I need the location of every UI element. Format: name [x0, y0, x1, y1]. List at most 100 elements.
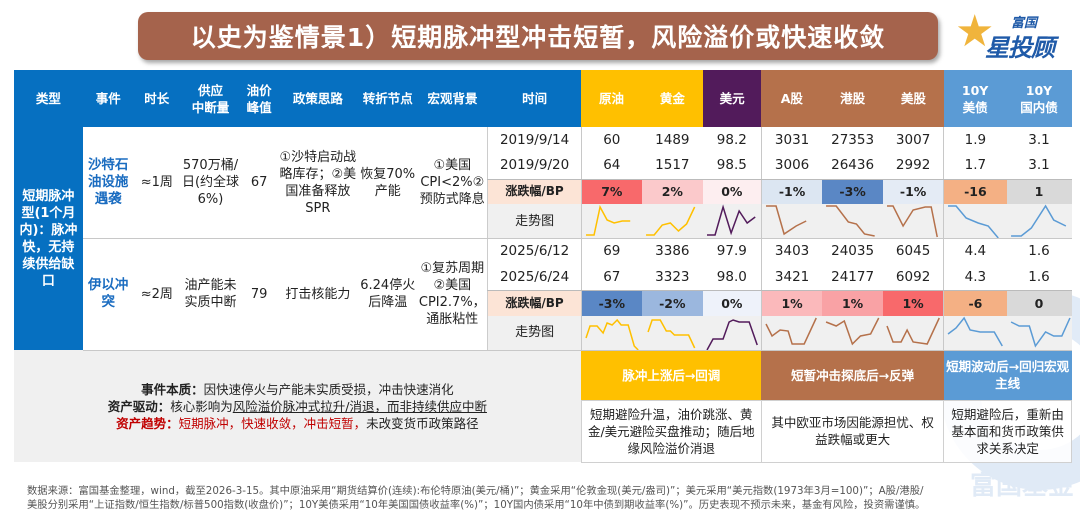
- change-gold: 2%: [641, 179, 703, 204]
- change-label: 涨跌幅/BP: [487, 179, 582, 204]
- conclusion-body-equity: 其中欧亚市场因能源担忧、权益跌幅或更大: [760, 399, 945, 463]
- value-cn-10y: 1.6: [1006, 264, 1072, 291]
- sparkline-gold: [641, 315, 703, 351]
- event-duration: ≈2周: [133, 238, 181, 351]
- change-usd: 0%: [702, 290, 762, 316]
- value-cn-10y: 3.1: [1006, 153, 1072, 180]
- event-duration: ≈1周: [133, 127, 181, 239]
- change-cn-10y: 1: [1006, 179, 1072, 204]
- trend-row: 走势图: [14, 315, 1072, 351]
- col-header-turning-point: 转折节点: [358, 70, 418, 127]
- change-row: 涨跌幅/BP -3% -2% 0% 1% 1% 1% -6 0: [14, 290, 1072, 316]
- value-usd: 98.5: [702, 153, 762, 180]
- col-header-type: 类型: [14, 70, 83, 127]
- conclusion-head-row: 事件本质：因快速停火与产能未实质受损，冲击快速消化 资产驱动：核心影响为风险溢价…: [14, 350, 1072, 462]
- date-cell: 2025/6/24: [487, 264, 582, 291]
- value-crude: 60: [580, 127, 642, 153]
- value-us-10y: 1.7: [943, 153, 1007, 180]
- change-label: 涨跌幅/BP: [487, 290, 582, 316]
- change-usd: 0%: [702, 179, 762, 204]
- sparkline-hk-share: [822, 204, 883, 239]
- summary-block: 事件本质：因快速停火与产能未实质受损，冲击快速消化 资产驱动：核心影响为风险溢价…: [14, 350, 582, 462]
- value-hk-share: 24177: [822, 264, 883, 291]
- col-header-a-share: A股: [761, 70, 823, 127]
- summary-trend: 资产趋势：短期脉冲，快速收敛，冲击短暂，未改变货币政策路径: [22, 415, 573, 432]
- event-name: 沙特石油设施遇袭: [82, 127, 134, 239]
- table-row: 2025/6/24 67 3323 98.0 3421 24177 6092 4…: [14, 264, 1072, 291]
- sparkline-crude: [580, 204, 642, 239]
- table-row: 2019/9/20 64 1517 98.5 3006 26436 2992 1…: [14, 153, 1072, 180]
- event-turning-point: 6.24停火后降温: [358, 238, 418, 351]
- col-header-policy: 政策思路: [277, 70, 359, 127]
- change-crude: 7%: [580, 179, 642, 204]
- trend-label: 走势图: [487, 315, 582, 351]
- sparkline-us-share: [882, 204, 944, 239]
- source-footnote: 数据来源：富国基金整理，wind，截至2026-3-15。其中原油采用“期货结算…: [27, 484, 1067, 512]
- value-a-share: 3403: [760, 238, 823, 265]
- sparkline-a-share: [760, 315, 823, 351]
- col-header-oil-peak: 油价 峰值: [240, 70, 278, 127]
- change-crude: -3%: [580, 290, 642, 316]
- col-header-cn-10y-label: 10Y 国内债: [1020, 82, 1058, 115]
- value-hk-share: 24035: [822, 238, 883, 265]
- conclusion-head-commodity: 脉冲上涨后→回调: [581, 350, 762, 400]
- sparkline-us-10y: [943, 204, 1007, 239]
- event-supply-cut: 570万桶/日(约全球6%): [180, 127, 241, 239]
- conclusion-body-row: 短期避险升温，油价跳涨、黄金/美元避险买盘推动；随后地缘风险溢价消退 其中欧亚市…: [14, 399, 1072, 463]
- conclusion-body-bond: 短期避险后，重新由基本面和货币政策供求关系决定: [943, 399, 1072, 463]
- value-crude: 64: [580, 153, 642, 180]
- change-hk-share: -3%: [822, 179, 883, 204]
- value-hk-share: 26436: [822, 153, 883, 180]
- sparkline-gold: [641, 204, 703, 239]
- trend-label: 走势图: [487, 204, 582, 239]
- conclusion-head-bond: 短期波动后→回归宏观主线: [943, 350, 1072, 400]
- trend-row: 走势图: [14, 204, 1072, 239]
- value-cn-10y: 3.1: [1006, 127, 1072, 153]
- col-header-gold: 黄金: [641, 70, 703, 127]
- event-macro: ①美国CPI<2%②预防式降息: [417, 127, 488, 239]
- change-cn-10y: 0: [1006, 290, 1072, 316]
- driver-prefix: 核心影响为: [170, 398, 233, 414]
- sparkline-crude: [580, 315, 642, 351]
- value-a-share: 3006: [760, 153, 823, 180]
- change-gold: -2%: [641, 290, 703, 316]
- value-gold: 1517: [641, 153, 703, 180]
- conclusion-head-equity: 短暂冲击探底后→反弹: [761, 350, 944, 400]
- value-usd: 98.2: [702, 127, 762, 153]
- change-us-share: -1%: [882, 179, 944, 204]
- star-icon: ★: [955, 6, 995, 57]
- event-name: 伊以冲突: [82, 238, 134, 351]
- table-row: 伊以冲突 ≈2周 油产能未实质中断 79 打击核能力 6.24停火后降温 ①复苏…: [14, 238, 1072, 351]
- sparkline-a-share: [760, 204, 823, 239]
- logo-small-text: 富国: [1011, 16, 1038, 31]
- trend-black-text: 未改变货币政策路径: [366, 415, 479, 431]
- event-supply-cut: 油产能未实质中断: [180, 238, 241, 351]
- sparkline-hk-share: [822, 315, 883, 351]
- value-cn-10y: 1.6: [1006, 238, 1072, 265]
- value-gold: 3386: [641, 238, 703, 265]
- col-header-supply-cut-label: 供应 中断量: [191, 82, 230, 115]
- sparkline-us-10y: [943, 315, 1007, 351]
- page-title: 以史为鉴情景1）短期脉冲型冲击短暂，风险溢价或快速收敛: [138, 12, 938, 60]
- footnote-line-1: 数据来源：富国基金整理，wind，截至2026-3-15。其中原油采用“期货结算…: [27, 485, 924, 497]
- scenario-type: 短期脉冲型(1个月内)：脉冲快，无持续供给缺口: [14, 127, 83, 350]
- change-row: 涨跌幅/BP 7% 2% 0% -1% -3% -1% -16 1: [14, 179, 1072, 204]
- col-header-oil-peak-label: 油价 峰值: [246, 82, 272, 115]
- change-a-share: -1%: [760, 179, 823, 204]
- sparkline-usd: [702, 204, 762, 239]
- event-oil-peak: 67: [240, 127, 278, 239]
- value-usd: 97.9: [702, 238, 762, 265]
- event-policy: ①沙特启动战略库存；②美国准备释放SPR: [277, 127, 359, 239]
- value-us-share: 6092: [882, 264, 944, 291]
- date-cell: 2025/6/12: [487, 238, 582, 265]
- value-gold: 3323: [641, 264, 703, 291]
- value-us-share: 3007: [882, 127, 944, 153]
- value-a-share: 3421: [760, 264, 823, 291]
- col-header-usd: 美元: [702, 70, 762, 127]
- change-a-share: 1%: [760, 290, 823, 316]
- col-header-cn-10y: 10Y 国内债: [1006, 70, 1072, 127]
- trend-label: 资产趋势：: [116, 415, 179, 431]
- col-header-us-10y-label: 10Y 美债: [961, 82, 989, 115]
- value-us-share: 6045: [882, 238, 944, 265]
- event-turning-point: 恢复70%产能: [358, 127, 418, 239]
